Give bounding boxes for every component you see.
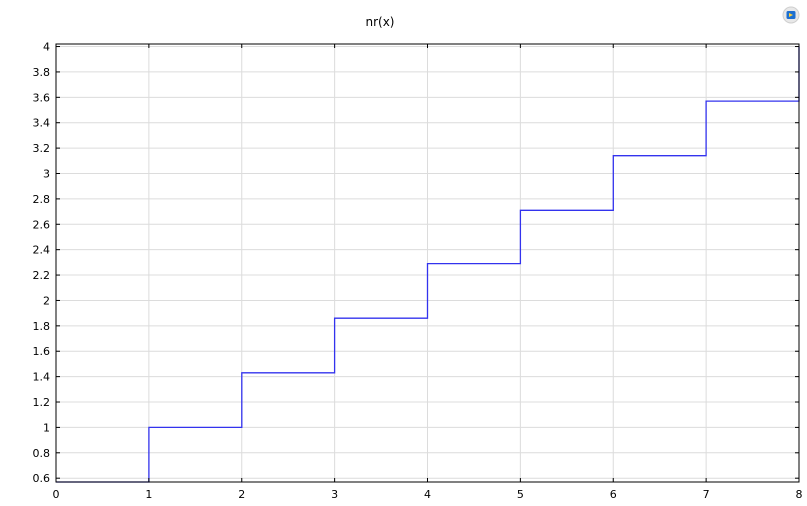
y-tick-label: 3.8 <box>33 66 51 79</box>
y-tick-label: 2 <box>43 294 50 307</box>
chart-title: nr(x) <box>365 15 394 29</box>
y-tick-label: 0.8 <box>33 447 51 460</box>
x-tick-label: 3 <box>331 488 338 501</box>
ticks: 0 1 2 3 4 5 6 7 8 0.6 0.8 1 1.2 1.4 1.6 1.8 2 2.2 2.4 2.6 2.… <box>33 41 803 501</box>
comsol-logo-icon[interactable] <box>782 6 800 24</box>
y-tick-label: 2.2 <box>33 269 51 282</box>
x-tick-label: 0 <box>53 488 60 501</box>
y-tick-label: 3.4 <box>33 117 51 130</box>
x-tick-label: 4 <box>424 488 431 501</box>
x-tick-label: 1 <box>145 488 152 501</box>
y-tick-label: 1.8 <box>33 320 51 333</box>
y-tick-label: 2.8 <box>33 193 51 206</box>
y-tick-label: 1.4 <box>33 371 51 384</box>
x-tick-label: 6 <box>610 488 617 501</box>
y-tick-label: 1 <box>43 421 50 434</box>
y-tick-label: 1.6 <box>33 345 51 358</box>
x-tick-label: 5 <box>517 488 524 501</box>
y-tick-label: 3.2 <box>33 142 51 155</box>
series-line <box>56 46 800 483</box>
x-tick-label: 7 <box>703 488 710 501</box>
series-layer <box>56 46 800 483</box>
x-tick-label: 2 <box>238 488 245 501</box>
y-tick-label: 2.4 <box>33 244 51 257</box>
y-tick-label: 0.6 <box>33 472 51 485</box>
y-tick-label: 3.6 <box>33 91 51 104</box>
y-tick-label: 1.2 <box>33 396 51 409</box>
y-tick-label: 3 <box>43 167 50 180</box>
y-tick-label: 2.6 <box>33 218 51 231</box>
x-tick-label: 8 <box>796 488 803 501</box>
y-tick-label: 4 <box>43 41 50 54</box>
